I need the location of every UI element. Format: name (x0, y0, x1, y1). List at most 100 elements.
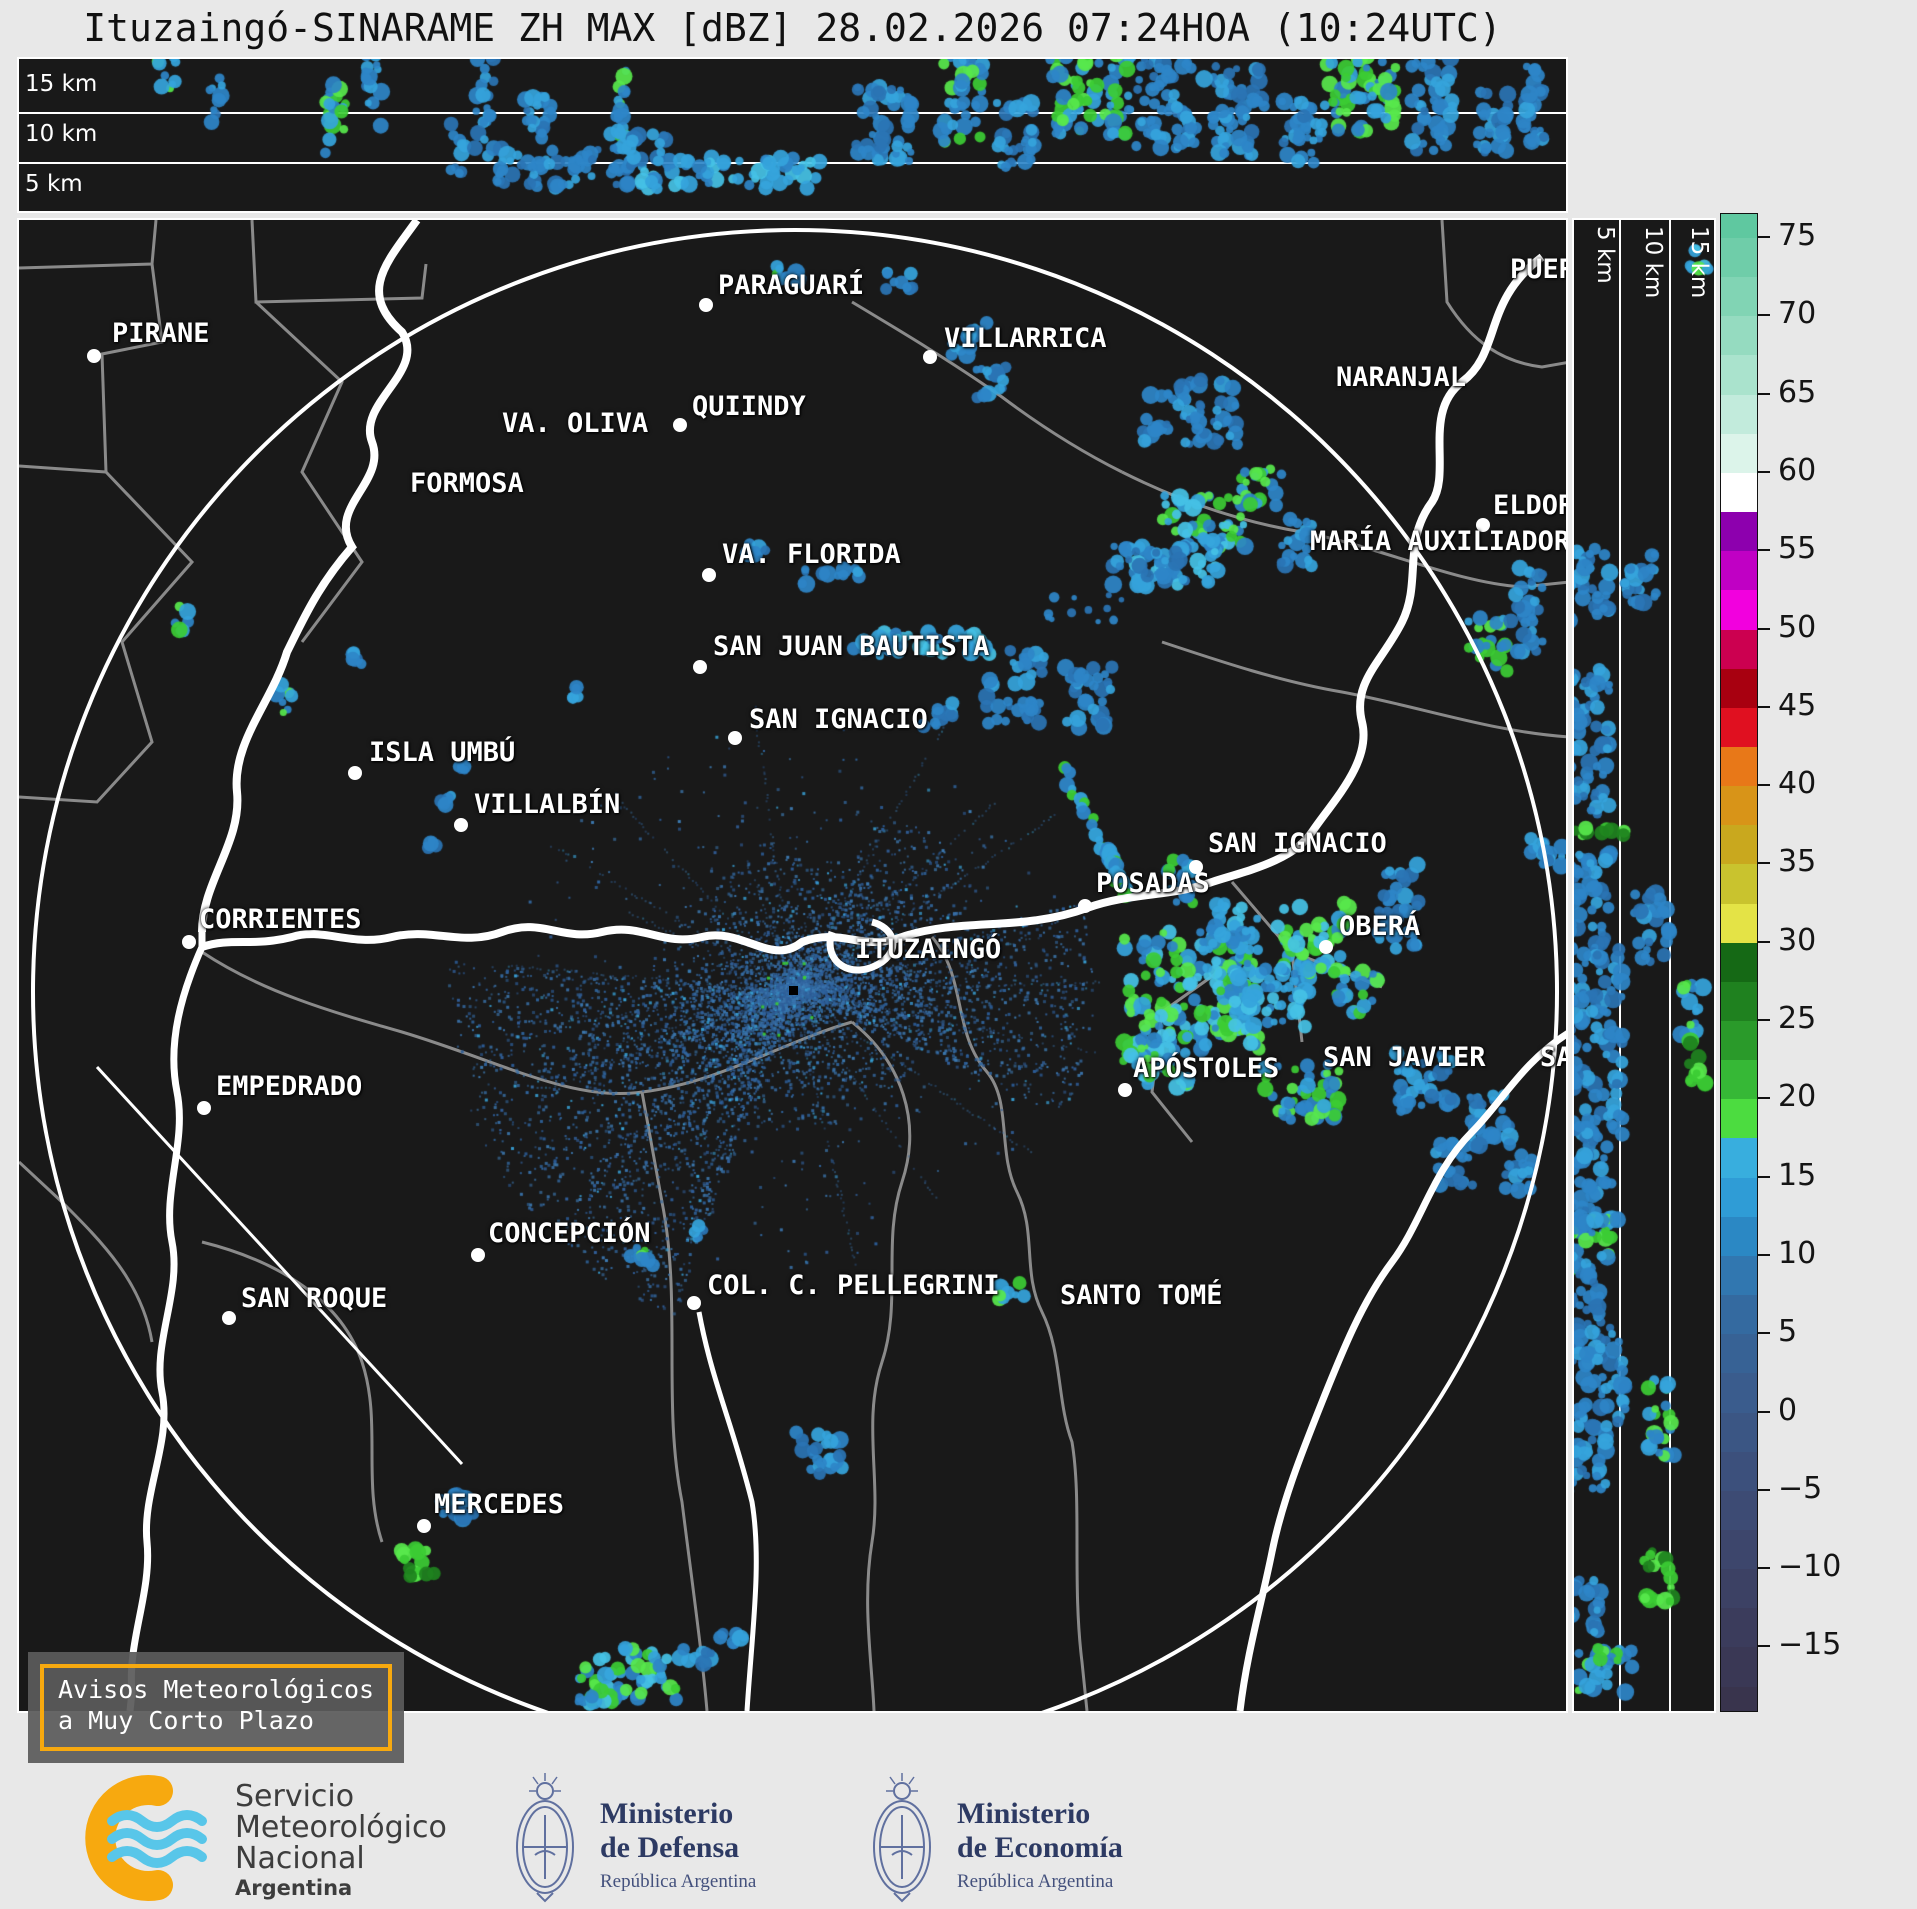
city-label: MERCEDES (434, 1489, 565, 1520)
colorbar-tick-label: 25 (1778, 1001, 1817, 1036)
colorbar-band (1721, 1138, 1757, 1179)
colorbar-tick-mark (1758, 1019, 1770, 1021)
colorbar-tick-label: 0 (1778, 1392, 1798, 1428)
colorbar-tick-mark (1758, 1645, 1770, 1648)
city-label: SANTA (1540, 1042, 1566, 1073)
colorbar-band (1721, 1021, 1757, 1062)
city-dot-13 (182, 935, 196, 949)
colorbar-band (1721, 1295, 1757, 1336)
colorbar-tick-label: 35 (1778, 844, 1817, 880)
colorbar-band (1721, 512, 1757, 553)
colorbar-band (1721, 1255, 1757, 1297)
city-dot-12 (454, 818, 468, 832)
city-dot-10 (728, 731, 742, 745)
colorbar-band (1721, 1569, 1757, 1610)
defensa-coat-of-arms-icon (516, 1773, 574, 1903)
city-label: POSADAS (1096, 868, 1210, 899)
colorbar-tick-mark (1758, 1175, 1770, 1178)
city-dot-17 (1189, 860, 1203, 874)
city-label: QUIINDY (692, 391, 806, 422)
economia-wordmark: Ministerio de Economía (957, 1797, 1123, 1864)
city-label: APÓSTOLES (1133, 1053, 1280, 1084)
colorbar-band (1721, 746, 1757, 788)
colorbar-band (1721, 472, 1757, 514)
colorbar-tick-label: 65 (1778, 374, 1817, 410)
colorbar-tick-label: 50 (1778, 609, 1817, 645)
colorbar-tick-mark (1758, 705, 1770, 708)
city-label: SAN JAVIER (1323, 1042, 1486, 1073)
right-panel-label-15km: 15 km (1686, 226, 1712, 299)
city-dot-26 (687, 1296, 701, 1310)
colorbar-tick-label: 15 (1778, 1157, 1817, 1193)
colorbar-band (1721, 1334, 1757, 1375)
right-panel-label-5km: 5 km (1592, 226, 1618, 284)
dbz-colorbar (1720, 213, 1758, 1712)
city-dot-3 (673, 418, 687, 432)
colorbar-tick-label: −10 (1778, 1549, 1842, 1585)
top-cross-section-panel: 15 km 10 km 5 km (17, 57, 1568, 213)
city-label: COL. C. PELLEGRINI (707, 1270, 1000, 1301)
colorbar-band (1721, 1529, 1757, 1571)
top-cross-section-echoes (19, 59, 1566, 211)
city-dot-2 (923, 350, 937, 364)
city-label: PIRANE (112, 318, 210, 349)
city-label: OBERÁ (1339, 911, 1421, 942)
colorbar-band (1721, 1177, 1757, 1218)
colorbar-tick-label: 5 (1778, 1314, 1798, 1350)
colorbar-band (1721, 1608, 1757, 1649)
colorbar-band (1721, 394, 1757, 435)
colorbar-tick-mark (1758, 1567, 1770, 1570)
colorbar-band (1721, 214, 1757, 239)
radar-site-marker (789, 986, 798, 995)
colorbar-band (1721, 1647, 1757, 1688)
top-panel-label-10km: 10 km (25, 121, 98, 147)
range-ring (31, 228, 1559, 1711)
smn-line-3: Nacional (235, 1841, 365, 1877)
economia-line-2: de Economía (957, 1830, 1123, 1864)
top-panel-label-15km: 15 km (25, 71, 98, 97)
defensa-line-1: Ministerio (600, 1797, 734, 1830)
smn-wordmark: Servicio Meteorológico Nacional Argentin… (235, 1781, 447, 1899)
page-title: Ituzaingó-SINARAME ZH MAX [dBZ] 28.02.20… (83, 6, 1502, 50)
warning-line-1: Avisos Meteorológicos (58, 1675, 375, 1704)
city-dot-22 (1476, 518, 1490, 532)
colorbar-band (1721, 629, 1757, 670)
smn-line-2: Meteorológico (235, 1810, 447, 1846)
colorbar-tick-mark (1758, 470, 1770, 473)
economia-coat-of-arms-icon (873, 1773, 931, 1903)
city-label: ITUZAINGÓ (855, 934, 1002, 965)
colorbar-band (1721, 1373, 1757, 1414)
economia-subtitle: República Argentina (957, 1871, 1114, 1892)
colorbar-tick-label: 70 (1778, 296, 1817, 332)
city-dot-25 (222, 1311, 236, 1325)
city-label: EMPEDRADO (216, 1071, 363, 1102)
city-dot-11 (348, 766, 362, 780)
rivers-and-range-ring (31, 220, 1566, 1711)
colorbar-tick-label: 45 (1778, 687, 1817, 723)
radar-map: PIRANE PARAGUARÍ VILLARRICA QUIINDY VA. OLIV… (17, 218, 1568, 1713)
city-label: CORRIENTES (199, 904, 362, 935)
colorbar-tick-mark (1758, 549, 1770, 552)
city-label: VILLARRICA (944, 323, 1107, 354)
city-dot-28 (417, 1519, 431, 1533)
city-dot-18 (1319, 940, 1333, 954)
colorbar-tick-mark (1758, 392, 1770, 395)
colorbar-band (1721, 1686, 1757, 1711)
colorbar-tick-mark (1758, 1253, 1770, 1256)
smn-line-4: Argentina (235, 1875, 353, 1900)
city-dot-0 (87, 349, 101, 363)
colorbar-tick-mark (1758, 940, 1770, 943)
colorbar-tick-mark (1758, 1488, 1770, 1491)
colorbar-tick-mark (1758, 1097, 1770, 1100)
warning-line-2: a Muy Corto Plazo (58, 1706, 314, 1736)
radar-echo-layer (19, 220, 1566, 1711)
colorbar-band (1721, 668, 1757, 709)
city-label: VA. FLORIDA (722, 539, 901, 570)
colorbar-band (1721, 1451, 1757, 1492)
right-cross-section-echoes (1574, 220, 1714, 1711)
colorbar-tick-label: −5 (1778, 1470, 1823, 1506)
city-label: PARAGUARÍ (718, 270, 865, 301)
city-label: VA. OLIVA (502, 408, 649, 439)
city-label: NARANJAL (1336, 362, 1467, 393)
colorbar-band (1721, 825, 1757, 866)
